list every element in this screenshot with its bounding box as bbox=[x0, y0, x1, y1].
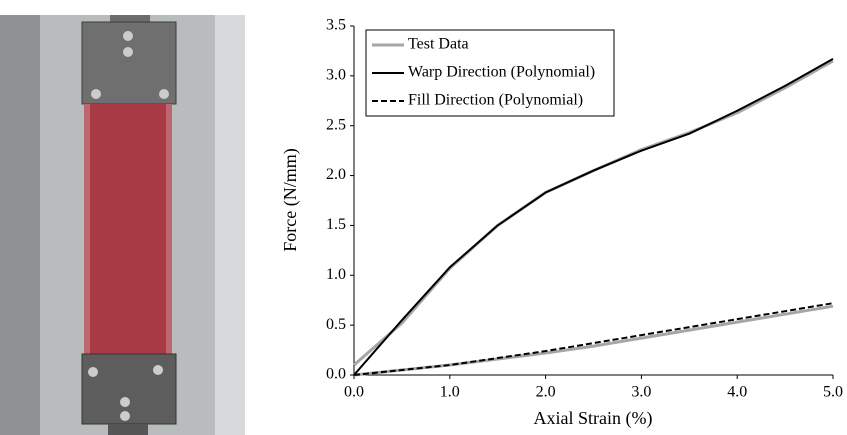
series-line bbox=[353, 302, 834, 376]
y-tick-label: 2.5 bbox=[326, 116, 346, 133]
y-tick-label: 3.0 bbox=[326, 67, 346, 84]
legend-label: Test Data bbox=[408, 36, 469, 53]
series-line bbox=[353, 58, 834, 376]
y-tick-label: 1.5 bbox=[326, 216, 346, 233]
specimen-photo bbox=[0, 15, 245, 435]
legend-label: Warp Direction (Polynomial) bbox=[408, 64, 595, 81]
x-tick-label: 2.0 bbox=[536, 384, 556, 401]
x-tick-label: 3.0 bbox=[631, 384, 651, 401]
x-tick-label: 4.0 bbox=[727, 384, 747, 401]
x-axis-title: Axial Strain (%) bbox=[534, 408, 653, 429]
legend-label: Fill Direction (Polynomial) bbox=[408, 92, 583, 109]
legend-box bbox=[365, 29, 615, 117]
y-tick-label: 2.0 bbox=[326, 166, 346, 183]
x-tick-label: 1.0 bbox=[440, 384, 460, 401]
y-tick-label: 0.0 bbox=[326, 366, 346, 383]
y-tick-label: 3.5 bbox=[326, 17, 346, 34]
series-line bbox=[353, 304, 834, 377]
y-tick-label: 1.0 bbox=[326, 266, 346, 283]
x-tick-label: 5.0 bbox=[823, 384, 843, 401]
y-axis-title: Force (N/mm) bbox=[280, 148, 301, 251]
x-tick-label: 0.0 bbox=[344, 384, 364, 401]
y-tick-label: 0.5 bbox=[326, 316, 346, 333]
